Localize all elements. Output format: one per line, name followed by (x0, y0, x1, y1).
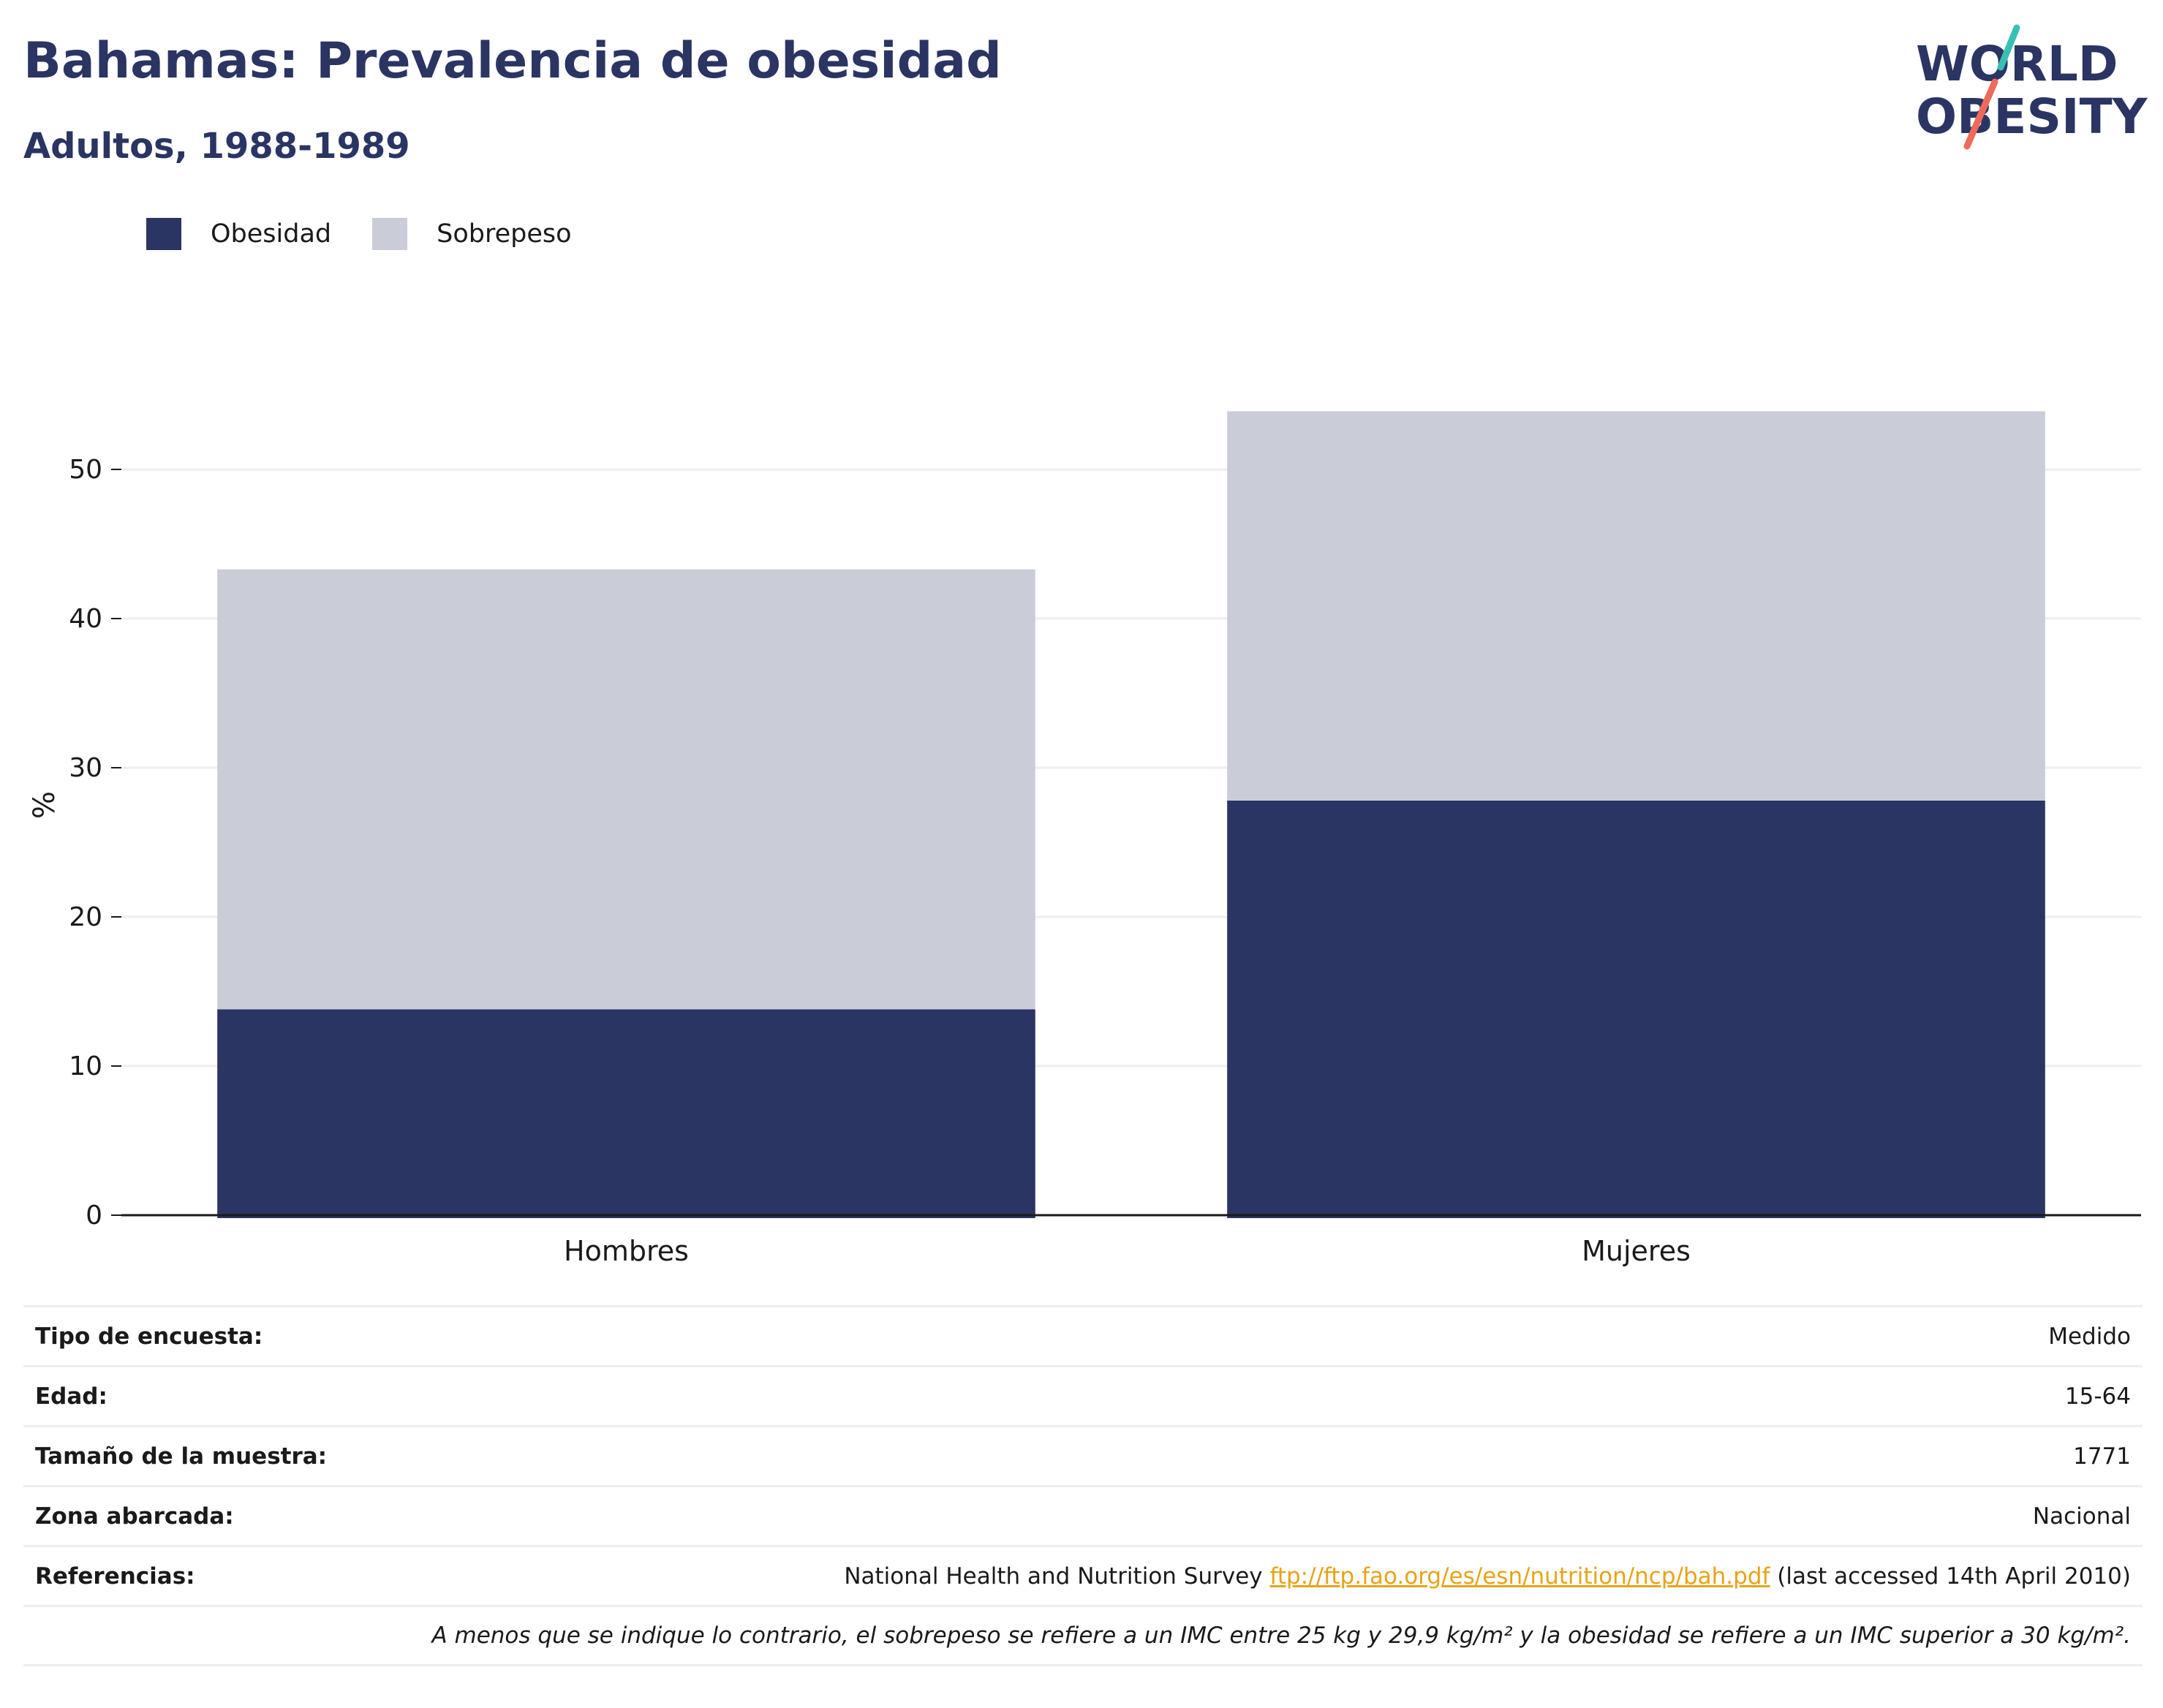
info-row-survey-type: Tipo de encuesta: Medido (23, 1305, 2143, 1365)
legend-item-obesidad[interactable]: Obesidad (146, 218, 331, 250)
info-value: Medido (2048, 1323, 2131, 1350)
logo-line2: OBESITY (1916, 88, 2148, 145)
info-label: Tamaño de la muestra: (35, 1443, 328, 1470)
logo-slash-coral (1963, 78, 1998, 150)
info-label: Tipo de encuesta: (35, 1323, 263, 1350)
bar-obesidad-hombres (217, 1009, 1035, 1218)
page-subtitle: Adultos, 1988-1989 (23, 126, 410, 167)
y-tick-label: 50 (69, 455, 102, 485)
legend-label-sobrepeso: Sobrepeso (437, 219, 572, 249)
info-label: Zona abarcada: (35, 1503, 234, 1530)
bar-sobrepeso-mujeres (1227, 411, 2045, 801)
legend-swatch-sobrepeso (372, 218, 408, 250)
y-tick-label: 20 (69, 902, 102, 932)
y-tick-label: 40 (69, 604, 102, 634)
logo-line1: WORLD (1916, 36, 2118, 92)
page-title: Bahamas: Prevalencia de obesidad (23, 32, 1002, 90)
info-value: 15-64 (2064, 1383, 2131, 1410)
bar-sobrepeso-hombres (217, 569, 1035, 1010)
references-accessed: (last accessed 14th April 2010) (1770, 1562, 2131, 1590)
definition-note: A menos que se indique lo contrario, el … (431, 1622, 2131, 1649)
x-tick-label: Mujeres (1582, 1235, 1691, 1267)
y-axis-label: % (28, 791, 61, 819)
references-link[interactable]: ftp://ftp.fao.org/es/esn/nutrition/ncp/b… (1269, 1562, 1770, 1590)
info-row-age: Edad: 15-64 (23, 1365, 2143, 1425)
y-tick-label: 0 (86, 1201, 102, 1231)
info-value: 1771 (2073, 1443, 2131, 1470)
references-text: National Health and Nutrition Survey (844, 1562, 1270, 1590)
info-row-references: Referencias: National Health and Nutriti… (23, 1545, 2143, 1605)
legend-swatch-obesidad (146, 218, 181, 250)
x-tick-label: Hombres (564, 1235, 689, 1267)
legend-item-sobrepeso[interactable]: Sobrepeso (372, 218, 572, 250)
y-tick-label: 30 (69, 753, 102, 783)
survey-info-table: Tipo de encuesta: Medido Edad: 15-64 Tam… (23, 1305, 2143, 1666)
bar-chart: 0 10 20 30 40 50% Hombres Mujeres (28, 411, 2141, 1267)
world-obesity-logo[interactable]: WORLD OBESITY (1909, 22, 2150, 154)
legend-label-obesidad: Obesidad (211, 219, 332, 249)
chart-legend: Obesidad Sobrepeso (146, 218, 613, 250)
y-tick-label: 10 (69, 1051, 102, 1081)
references-value: National Health and Nutrition Survey ftp… (844, 1563, 2131, 1590)
info-row-note: A menos que se indique lo contrario, el … (23, 1605, 2143, 1666)
info-value: Nacional (2032, 1503, 2131, 1530)
info-row-coverage: Zona abarcada: Nacional (23, 1485, 2143, 1545)
info-label: Referencias: (35, 1562, 195, 1590)
bar-obesidad-mujeres (1227, 800, 2045, 1218)
info-label: Edad: (35, 1383, 107, 1410)
logo-slash-teal (1997, 24, 2020, 71)
info-row-sample-size: Tamaño de la muestra: 1771 (23, 1425, 2143, 1485)
